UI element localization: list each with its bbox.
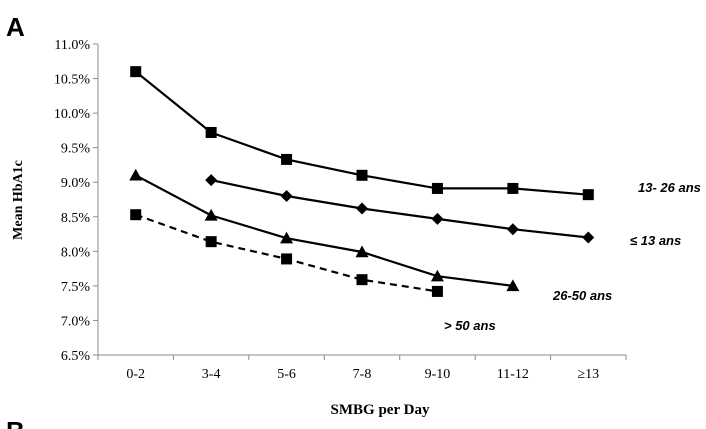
series-label: 26-50 ans: [552, 288, 612, 303]
data-point: [582, 189, 594, 201]
y-tick-label: 9.0%: [61, 176, 91, 191]
data-point: [431, 182, 443, 194]
series-2: [129, 168, 520, 292]
x-axis-title: SMBG per Day: [331, 402, 430, 418]
data-point: [582, 231, 595, 244]
data-point: [356, 169, 368, 181]
series-label: > 50 ans: [444, 318, 496, 333]
data-point: [506, 223, 519, 236]
x-tick-label: 3-4: [202, 367, 221, 382]
series-line: [135, 213, 438, 293]
data-point: [431, 285, 443, 297]
data-point: [280, 231, 294, 244]
data-point: [130, 66, 142, 78]
data-point: [507, 182, 519, 194]
y-tick-label: 8.5%: [61, 211, 91, 226]
y-tick-label: 6.5%: [61, 349, 91, 364]
y-tick-label: 9.5%: [61, 142, 91, 157]
data-point: [129, 168, 143, 181]
data-point: [205, 174, 218, 187]
data-point: [205, 126, 217, 138]
series-line: [135, 174, 514, 287]
y-tick-label: 7.5%: [61, 280, 91, 295]
y-tick-label: 10.5%: [54, 73, 91, 88]
data-point: [205, 236, 217, 248]
data-point: [280, 190, 293, 203]
series-labels: 13- 26 ans ≤ 13 ans 26-50 ans > 50 ans: [444, 180, 701, 333]
axes: 6.5% 7.0% 7.5% 8.0% 8.5% 9.0% 9.5% 10.0% 10.5% 11…: [54, 38, 627, 382]
y-tick-label: 7.0%: [61, 314, 91, 329]
data-point: [355, 245, 369, 258]
data-point: [281, 253, 293, 265]
data-point: [281, 153, 293, 165]
y-tick-label: 8.0%: [61, 245, 91, 260]
series-0: [130, 66, 594, 201]
series-3: [130, 209, 443, 297]
x-tick-label: 5-6: [277, 367, 296, 382]
y-tick-label: 11.0%: [54, 38, 90, 53]
data-point: [204, 208, 218, 221]
x-tick-label: 9-10: [425, 367, 451, 382]
next-panel-label: B: [6, 416, 25, 429]
data-point: [130, 209, 142, 221]
data-point: [431, 212, 444, 225]
y-axis-title: Mean HbA1c: [11, 160, 26, 240]
x-tick-label: 11-12: [497, 367, 529, 382]
series-line: [210, 179, 589, 239]
x-tick-label: ≥13: [577, 367, 599, 382]
data-point: [430, 269, 444, 282]
data-point: [356, 274, 368, 286]
y-tick-label: 10.0%: [54, 107, 91, 122]
series-label: 13- 26 ans: [638, 180, 701, 195]
panel-label: A: [6, 12, 25, 42]
data-point: [356, 202, 368, 215]
series-label: ≤ 13 ans: [630, 233, 681, 248]
x-tick-label: 0-2: [126, 367, 145, 382]
series-1: [205, 174, 595, 244]
x-tick-label: 7-8: [353, 367, 372, 382]
data-point: [506, 279, 520, 292]
series-layer: [129, 66, 595, 297]
